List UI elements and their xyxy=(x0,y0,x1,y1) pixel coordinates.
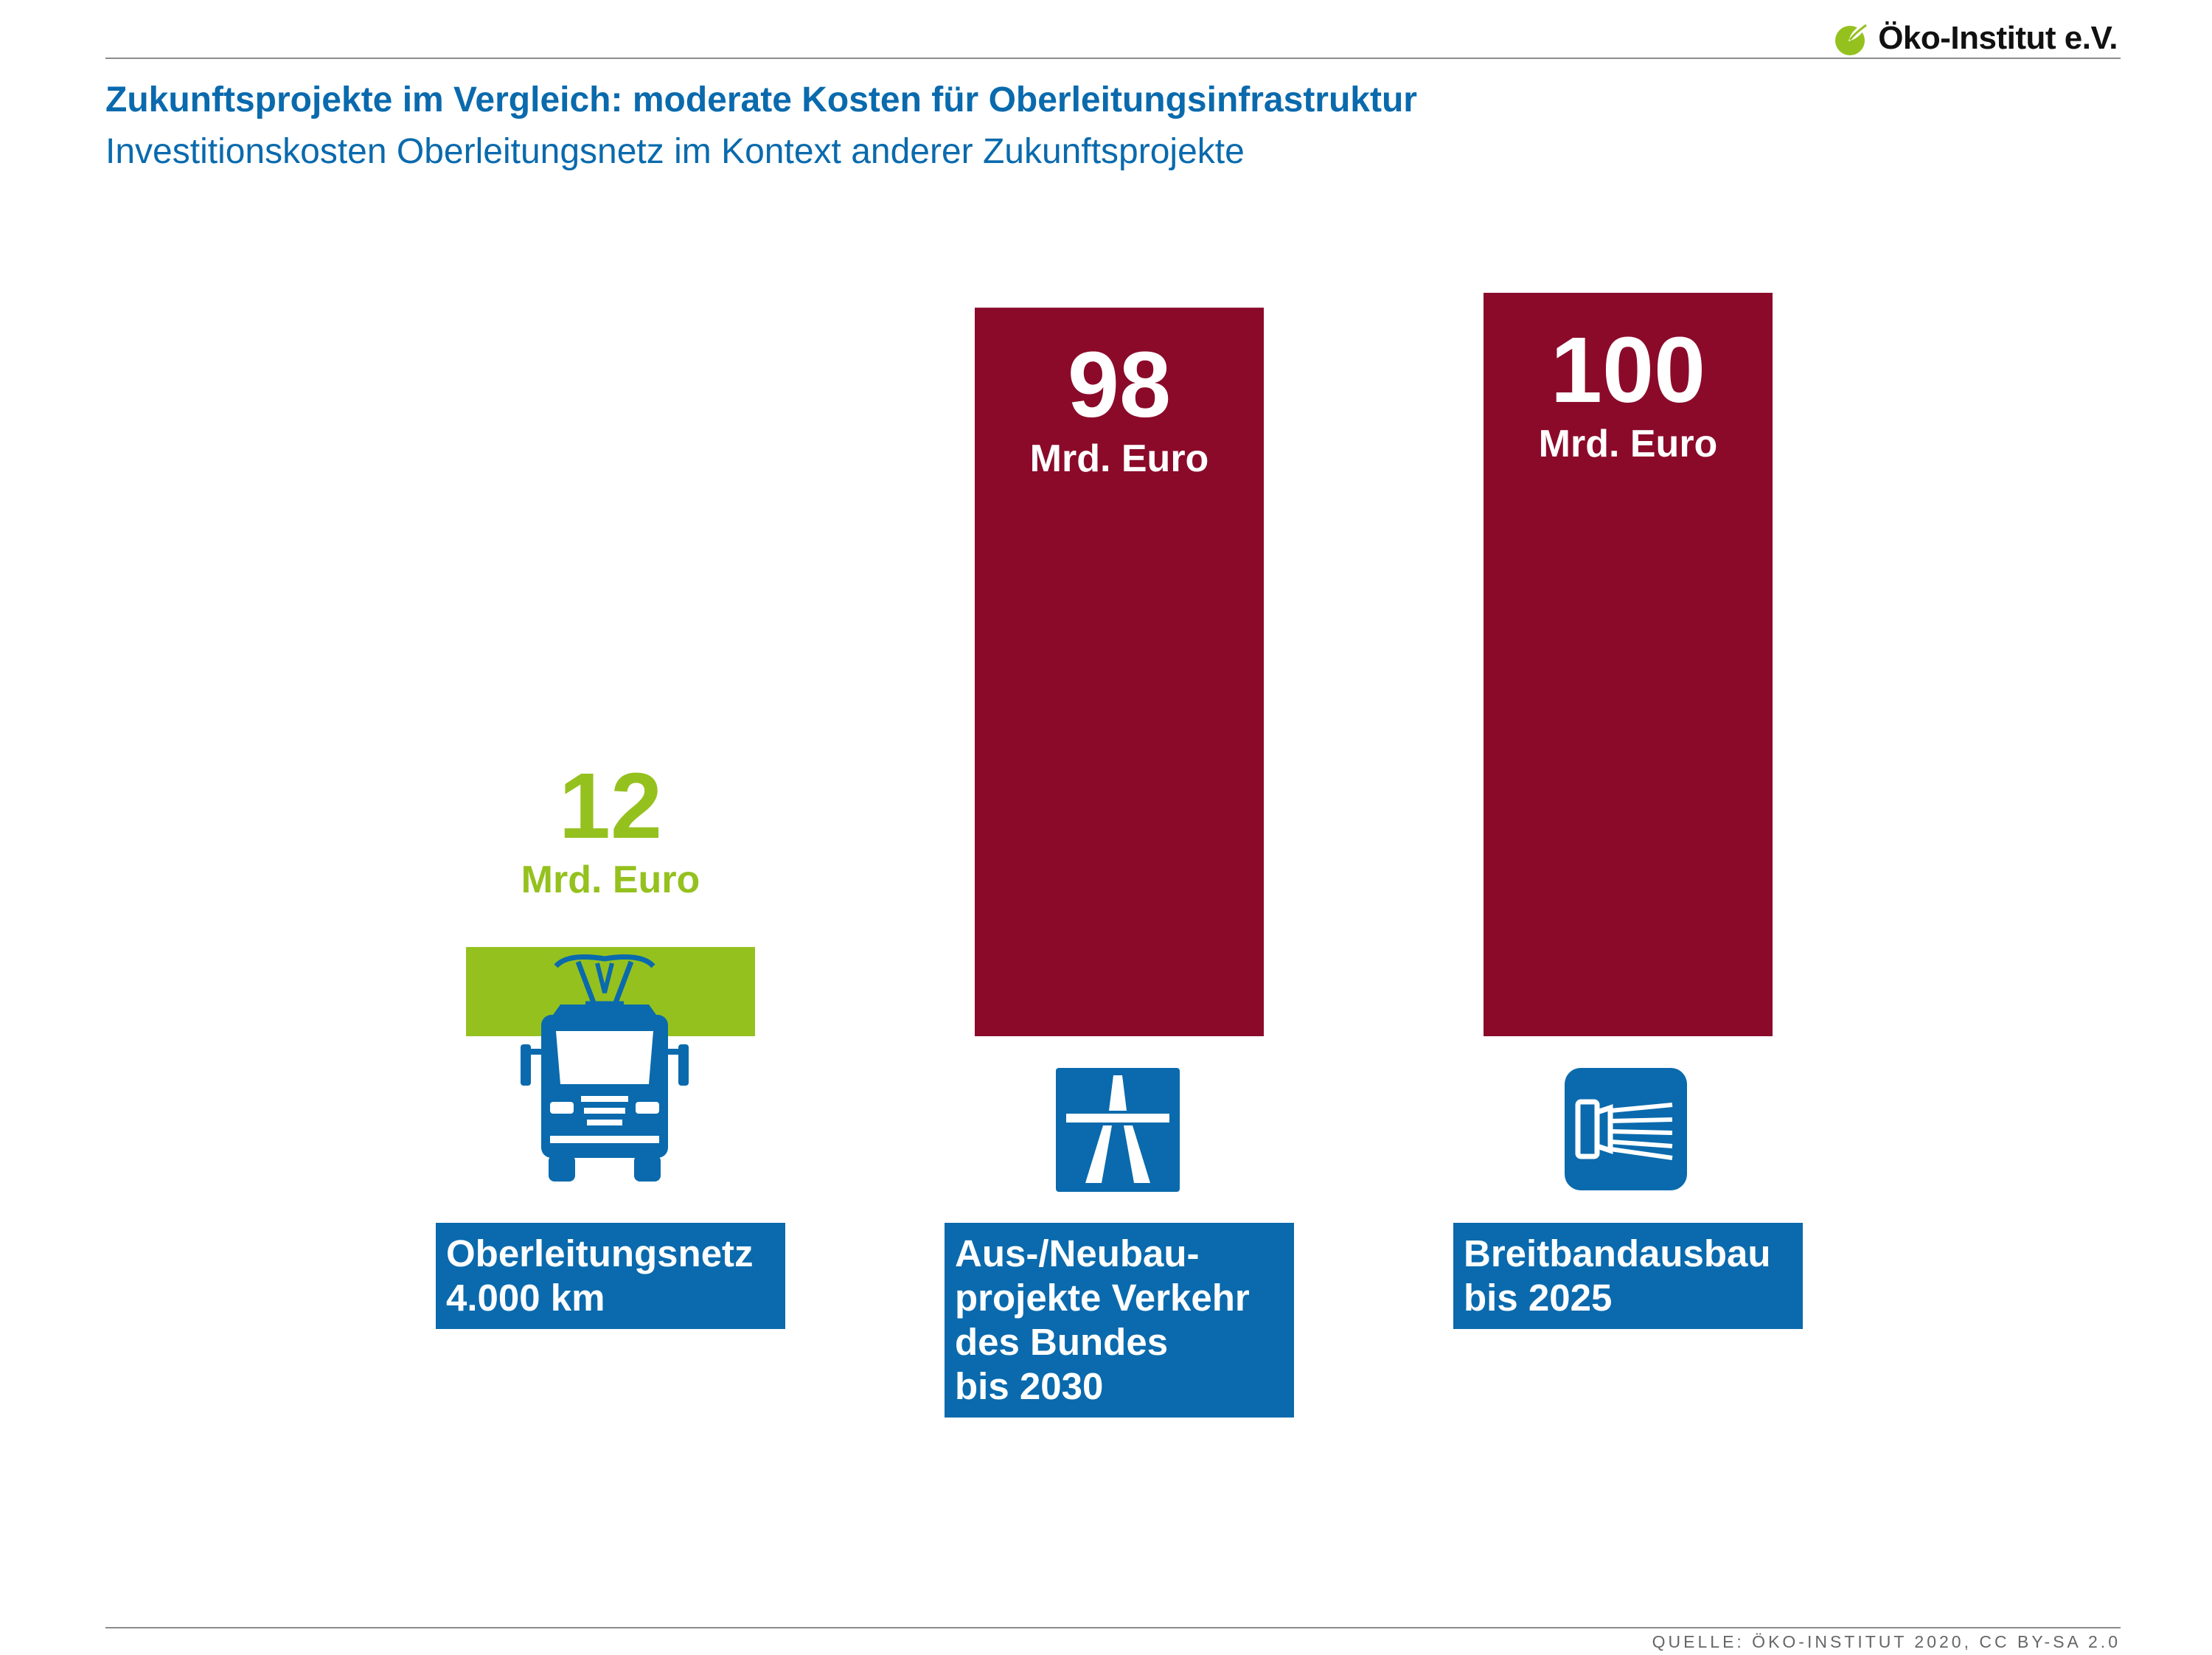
bar-value-label: 98 xyxy=(1068,333,1171,437)
category-label-line: bis 2030 xyxy=(955,1365,1104,1407)
overhead-line-truck-icon xyxy=(516,951,693,1187)
category-label-broadband: Breitbandausbau bis 2025 xyxy=(1453,1223,1803,1329)
category-label-line: Breitbandausbau xyxy=(1464,1232,1771,1274)
chart-title: Zukunftsprojekte im Vergleich: moderate … xyxy=(105,80,1417,119)
category-label-overhead-line: Oberleitungsnetz 4.000 km xyxy=(436,1223,785,1329)
bar-unit-label: Mrd. Euro xyxy=(1030,437,1209,480)
category-label-line: Oberleitungsnetz xyxy=(446,1232,754,1274)
broadband-cable-icon xyxy=(1565,1068,1687,1190)
category-label-line: Aus-/Neubau- xyxy=(955,1232,1200,1274)
category-label-line: 4.000 km xyxy=(446,1277,605,1319)
category-label-transport-projects: Aus-/Neubau- projekte Verkehr des Bundes… xyxy=(945,1223,1294,1418)
bottom-divider xyxy=(105,1627,2121,1628)
source-note: QUELLE: ÖKO-INSTITUT 2020, CC BY-SA 2.0 xyxy=(1652,1632,2121,1651)
bar-unit-label: Mrd. Euro xyxy=(521,858,700,901)
logo: Öko-Institut e.V. xyxy=(1832,16,2118,60)
bar xyxy=(1484,293,1773,1036)
chart-subtitle: Investitionskosten Oberleitungsnetz im K… xyxy=(105,132,1245,171)
category-label-line: bis 2025 xyxy=(1464,1277,1613,1319)
category-label-line: projekte Verkehr xyxy=(955,1277,1250,1319)
top-divider xyxy=(105,58,2121,59)
logo-text: Öko-Institut e.V. xyxy=(1878,20,2118,56)
motorway-sign-icon xyxy=(1056,1068,1180,1192)
bar xyxy=(975,308,1264,1036)
category-label-line: des Bundes xyxy=(955,1321,1169,1363)
bar-value-label: 100 xyxy=(1551,318,1705,422)
bar-value-label: 12 xyxy=(559,754,662,858)
bar-unit-label: Mrd. Euro xyxy=(1539,423,1718,465)
leaf-icon xyxy=(1835,22,1868,55)
